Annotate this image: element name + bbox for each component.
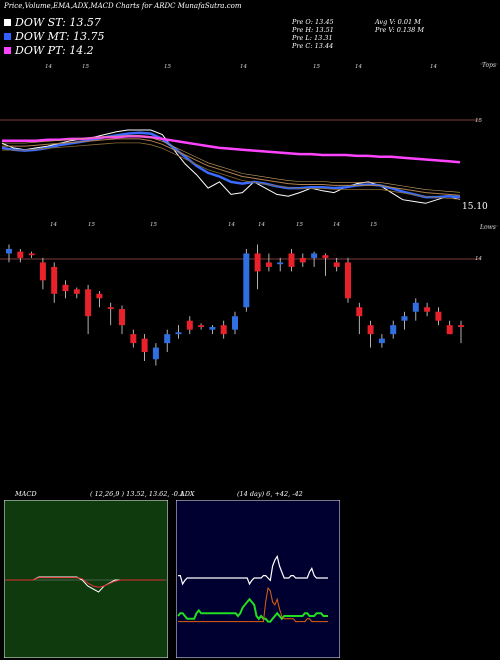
candle-tick-label: 14 (50, 222, 57, 228)
candle-down (130, 334, 137, 344)
candle-level-14: 14 (475, 256, 482, 262)
candle-down (220, 325, 227, 335)
ema-price-line (1, 129, 461, 204)
adx-plus-di-line (177, 597, 328, 623)
adx-label: ADX (180, 490, 195, 498)
candle-down (28, 253, 35, 256)
candle-tick-label: 14 (258, 222, 265, 228)
candle-down (424, 307, 431, 312)
candle-down (446, 325, 453, 335)
legend-label-st: DOW ST: 13.57 (15, 16, 101, 29)
legend-label-pt: DOW PT: 14.2 (15, 44, 94, 57)
ema-mt-line (2, 138, 461, 196)
ema-panel-right-label: Tops (482, 62, 497, 69)
candle-down (107, 307, 114, 310)
candle-down (356, 307, 363, 317)
ema-tick-label: 14 (45, 64, 52, 70)
candle-up (401, 316, 408, 321)
legend-dow-pt: DOW PT: 14.2 (4, 44, 94, 57)
candle-panel-right-label: Lows (480, 224, 496, 231)
candle-down (62, 284, 69, 292)
quote-high: Pre H: 13.51 (292, 26, 334, 34)
candle-up (6, 248, 12, 254)
ema-level-15: 15 (475, 118, 482, 124)
candle-down (265, 262, 272, 267)
ema-last-price: 15.10 (462, 202, 488, 212)
legend-swatch-magenta (4, 47, 11, 54)
candle-up (311, 253, 318, 258)
adx-minus-di-line (178, 586, 328, 623)
candle-up (390, 325, 397, 335)
candle-down (333, 262, 340, 267)
adx-line (178, 554, 328, 586)
macd-label: MACD (15, 490, 37, 498)
candle-tick-label: 15 (296, 222, 303, 228)
candle-tick-label: 15 (88, 222, 95, 228)
candle-up (412, 302, 419, 312)
candle-down (141, 338, 148, 353)
candle-down (96, 293, 103, 299)
candle-down (51, 266, 58, 294)
adx-background (176, 500, 340, 658)
quote-close: Pre C: 13.44 (292, 42, 334, 50)
candle-down (367, 325, 374, 335)
legend-dow-st: DOW ST: 13.57 (4, 16, 101, 29)
quote-open: Pre O: 13.45 (292, 18, 334, 26)
legend-swatch-blue (4, 33, 11, 40)
macd-panel (4, 500, 168, 658)
candle-down (299, 257, 306, 263)
quote-low: Pre L: 13.31 (292, 34, 333, 42)
ema-tick-label: 15 (164, 64, 171, 70)
candle-up (243, 253, 250, 308)
macd-params: ( 12,26,9 ) 13.52, 13.62, -0.1 (90, 490, 185, 498)
candle-down (198, 325, 205, 327)
adx-params: (14 day) 6, +42, -42 (237, 490, 303, 498)
candle-tick-label: 14 (333, 222, 340, 228)
legend-label-mt: DOW MT: 13.75 (15, 30, 105, 43)
candle-down (458, 325, 464, 327)
legend-dow-mt: DOW MT: 13.75 (4, 30, 105, 43)
macd-background (4, 500, 168, 658)
candle-down (85, 289, 92, 317)
candle-down (345, 262, 351, 299)
candle-up (209, 326, 216, 330)
candle-up (164, 334, 171, 344)
candle-tick-label: 14 (228, 222, 235, 228)
ema-pt-line (2, 135, 461, 164)
candle-down (186, 320, 193, 330)
candle-down (435, 311, 442, 321)
quote-prev-volume: Pre V: 0.138 M (375, 26, 425, 34)
candle-down (39, 262, 46, 281)
candle-down (254, 253, 261, 272)
candle-down (17, 251, 24, 258)
quote-avg-volume: Avg V: 0.01 M (375, 18, 421, 26)
candle-up (378, 338, 385, 344)
candle-down (119, 309, 125, 326)
ema-long-line (2, 142, 461, 200)
price-chart-canvas (0, 63, 498, 366)
ema-tick-label: 14 (430, 64, 437, 70)
chart-title: Price,Volume,EMA,ADX,MACD Charts for ARD… (4, 2, 242, 10)
ema-tick-label: 15 (313, 64, 320, 70)
candle-up (175, 332, 182, 335)
ema-tick-label: 14 (240, 64, 247, 70)
candle-up (152, 347, 159, 360)
candle-down (73, 289, 80, 294)
candle-tick-label: 15 (370, 222, 377, 228)
legend-swatch-white (4, 19, 11, 26)
candle-tick-label: 15 (150, 222, 157, 228)
candle-up (232, 316, 238, 330)
ema-long-line-2 (2, 135, 461, 193)
adx-panel (176, 500, 340, 658)
candle-up (277, 262, 284, 265)
ema-tick-label: 15 (82, 64, 89, 70)
candle-down (322, 255, 329, 258)
candle-down (288, 253, 295, 267)
ema-tick-label: 14 (355, 64, 362, 70)
macd-signal-line (6, 577, 164, 588)
